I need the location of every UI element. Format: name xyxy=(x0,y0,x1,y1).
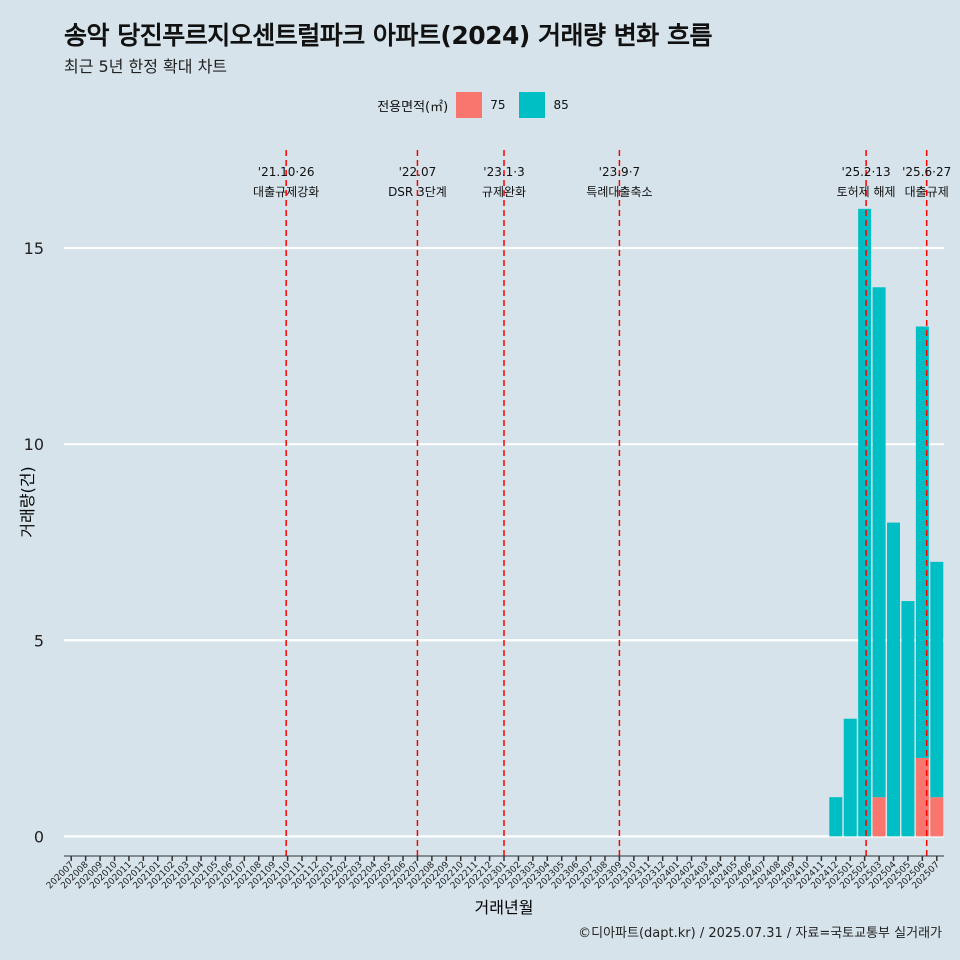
legend-label-85: 85 xyxy=(553,98,569,112)
bar-75-202506 xyxy=(915,757,929,837)
chart-subtitle: 최근 5년 한정 확대 차트 xyxy=(64,57,228,76)
bar-85-202507 xyxy=(930,561,944,798)
event-label-2: 규제완화 xyxy=(482,185,526,199)
bar-85-202412 xyxy=(829,797,843,837)
x-axis-label: 거래년월 xyxy=(475,898,534,917)
event-date-4: '25.2·13 xyxy=(842,165,891,179)
legend-title: 전용면적(㎡) xyxy=(377,99,449,115)
event-label-3: 특례대출축소 xyxy=(586,185,652,199)
event-label-4: 토허제 해제 xyxy=(837,185,896,199)
event-label-0: 대출규제강화 xyxy=(253,185,319,199)
y-tick-label: 5 xyxy=(34,631,44,650)
legend-label-75: 75 xyxy=(490,98,506,112)
bar-85-202503 xyxy=(872,287,886,798)
y-axis-label: 거래량(건) xyxy=(18,466,37,537)
chart-caption: ©디아파트(dapt.kr) / 2025.07.31 / 자료=국토교통부 실… xyxy=(578,926,942,941)
bar-75-202503 xyxy=(872,797,886,837)
bar-85-202505 xyxy=(901,601,915,837)
event-date-2: '23.1·3 xyxy=(483,165,524,179)
bar-85-202504 xyxy=(887,522,900,837)
y-tick-label: 15 xyxy=(24,239,44,258)
bar-85-202502 xyxy=(858,208,872,837)
legend: 전용면적(㎡) 75 85 xyxy=(0,92,960,118)
event-date-1: '22.07 xyxy=(399,165,437,179)
bar-85-202501 xyxy=(843,718,857,837)
y-tick-label: 0 xyxy=(34,827,44,846)
event-date-3: '23.9·7 xyxy=(599,165,640,179)
bar-75-202507 xyxy=(930,797,944,837)
y-tick-label: 10 xyxy=(24,435,44,454)
chart-title: 송악 당진푸르지오센트럴파크 아파트(2024) 거래량 변화 흐름 xyxy=(64,21,712,50)
legend-key-85 xyxy=(519,92,546,118)
event-date-0: '21.10·26 xyxy=(258,165,315,179)
bar-85-202506 xyxy=(915,326,929,758)
event-label-1: DSR 3단계 xyxy=(388,185,447,199)
event-label-5: 대출규제 xyxy=(905,185,949,199)
legend-key-75 xyxy=(456,92,483,118)
event-date-5: '25.6·27 xyxy=(902,165,951,179)
